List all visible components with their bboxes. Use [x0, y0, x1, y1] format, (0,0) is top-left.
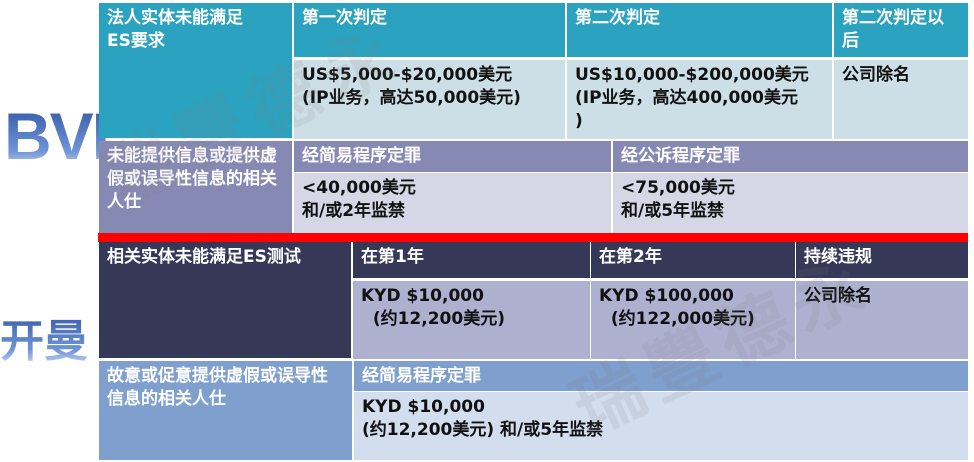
cayman-value-summary: KYD $10,000 (约12,200美元) 和/或5年监禁: [354, 392, 968, 460]
cayman-info-title: 故意或促意提供虚假或误导性信息的相关人仕: [99, 361, 352, 460]
cayman-value-continuing: 公司除名: [796, 281, 968, 359]
cayman-label: 开曼: [0, 305, 88, 369]
bvi-es-title: 法人实体未能满足 ES要求: [99, 3, 292, 138]
cayman-header-continuing: 持续违规: [796, 242, 968, 278]
cayman-value-year2: KYD $100,000 (约122,000美元): [591, 281, 795, 359]
cayman-value-year1: KYD $10,000 (约12,200美元): [353, 281, 590, 359]
bvi-header-after: 第二次判定以后: [834, 3, 968, 57]
bvi-header-first: 第一次判定: [294, 3, 565, 57]
bvi-info-title: 未能提供信息或提供虚假或误导性信息的相关人仕: [99, 141, 292, 233]
bvi-header-indictment: 经公诉程序定罪: [613, 141, 968, 172]
bvi-value-summary: <40,000美元 和/或2年监禁: [294, 173, 611, 233]
bvi-value-first: US$5,000-$20,000美元 (IP业务，高达50,000美元): [294, 60, 565, 139]
bvi-label: BVI: [4, 99, 110, 173]
bvi-header-summary: 经简易程序定罪: [294, 141, 611, 172]
cayman-header-year2: 在第2年: [591, 242, 795, 278]
cayman-header-summary: 经简易程序定罪: [354, 361, 968, 391]
bvi-value-indictment: <75,000美元 和/或5年监禁: [613, 173, 968, 233]
section-divider: [98, 233, 968, 242]
bvi-value-after: 公司除名: [834, 60, 968, 139]
bvi-header-second: 第二次判定: [567, 3, 832, 57]
bvi-value-second: US$10,000-$200,000美元 (IP业务，高达400,000美元 ): [567, 60, 832, 139]
cayman-es-title: 相关实体未能满足ES测试: [99, 242, 351, 358]
cayman-header-year1: 在第1年: [353, 242, 590, 278]
